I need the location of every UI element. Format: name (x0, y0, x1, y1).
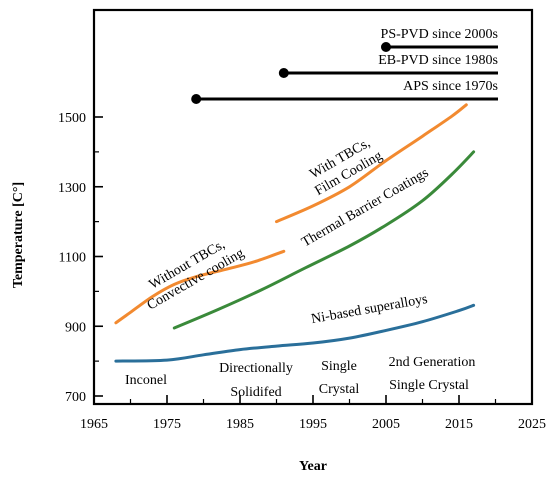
alloy-annotation: Single (321, 359, 357, 374)
x-tick-label: 1995 (299, 417, 327, 432)
series-line-3 (114, 303, 476, 363)
x-tick-label: 1965 (80, 417, 108, 432)
series-line-1 (275, 103, 468, 224)
series-line-2 (172, 150, 476, 330)
x-tick-label: 2005 (372, 417, 400, 432)
x-tick-label: 2025 (518, 417, 546, 432)
x-axis-title: Year (299, 459, 327, 474)
x-tick-label: 1975 (153, 417, 181, 432)
alloy-annotation: 2nd Generation (389, 355, 476, 370)
series-label: Ni-based superalloys (310, 292, 429, 327)
series-label: Without TBCs,Convective cooling (145, 237, 247, 313)
milestone-dot (191, 94, 202, 104)
alloy-annotation: Directionally (219, 361, 293, 376)
alloy-annotation: Inconel (125, 373, 167, 388)
alloy-annotation: Single Crystal (389, 378, 469, 393)
alloy-annotation: Solidifed (230, 385, 281, 400)
milestone-dot (381, 42, 391, 52)
x-tick-label: 1985 (226, 417, 254, 432)
y-tick-label: 900 (65, 320, 86, 335)
milestone-dot (278, 68, 289, 78)
alloy-annotation: Crystal (319, 382, 360, 397)
x-tick-label: 2015 (445, 417, 473, 432)
series-line-0 (114, 249, 286, 325)
series-label-line: Ni-based superalloys (310, 292, 429, 327)
y-tick-label: 1100 (59, 251, 86, 266)
y-tick-label: 1500 (58, 111, 86, 126)
y-axis-title: Temperature [C°] (11, 182, 26, 288)
milestone-label: APS since 1970s (403, 79, 498, 94)
milestone-label: PS-PVD since 2000s (381, 27, 498, 42)
y-tick-label: 1300 (58, 181, 86, 196)
milestone-label: EB-PVD since 1980s (378, 53, 498, 68)
y-tick-label: 700 (65, 390, 86, 405)
